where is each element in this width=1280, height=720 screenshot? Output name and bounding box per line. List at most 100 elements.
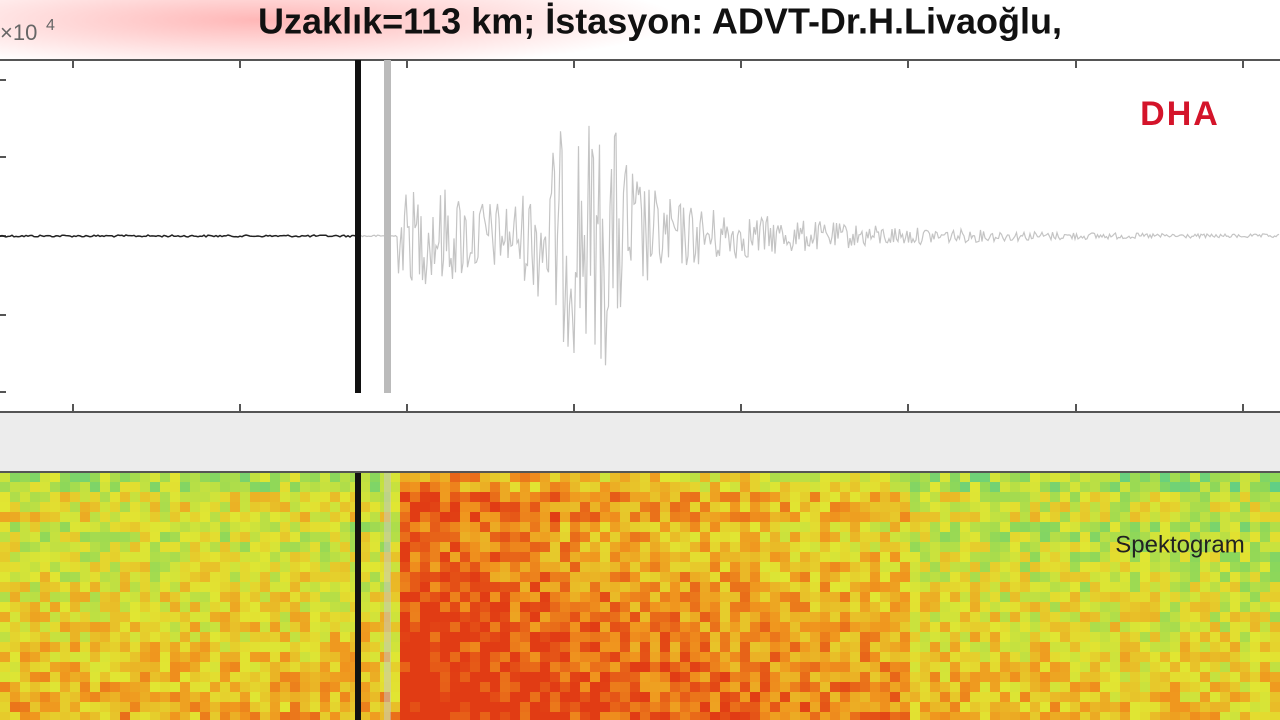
spectrogram-cell: [160, 492, 170, 502]
spectrogram-cell: [540, 542, 550, 552]
spectrogram-cell: [870, 692, 880, 702]
spectrogram-cell: [730, 642, 740, 652]
spectrogram-cell: [970, 562, 980, 572]
spectrogram-cell: [1240, 562, 1250, 572]
spectrogram-cell: [660, 682, 670, 692]
spectrogram-cell: [230, 552, 240, 562]
spectrogram-cell: [1160, 672, 1170, 682]
spectrogram-cell: [810, 642, 820, 652]
spectrogram-cell: [550, 582, 560, 592]
spectrogram-cell: [510, 712, 520, 720]
spectrogram-cell: [1020, 612, 1030, 622]
spectrogram-cell: [40, 512, 50, 522]
spectrogram-cell: [680, 702, 690, 712]
spectrogram-cell: [820, 522, 830, 532]
spectrogram-cell: [360, 582, 370, 592]
spectrogram-cell: [410, 512, 420, 522]
spectrogram-cell: [830, 562, 840, 572]
spectrogram-cell: [1100, 562, 1110, 572]
spectrogram-cell: [830, 662, 840, 672]
spectrogram-cell: [310, 612, 320, 622]
spectrogram-cell: [910, 652, 920, 662]
spectrogram-cell: [1230, 522, 1240, 532]
spectrogram-cell: [800, 662, 810, 672]
spectrogram-cell: [530, 562, 540, 572]
spectrogram-cell: [890, 552, 900, 562]
spectrogram-cell: [930, 712, 940, 720]
spectrogram-cell: [820, 702, 830, 712]
spectrogram-cell: [140, 512, 150, 522]
spectrogram-cell: [190, 712, 200, 720]
spectrogram-cell: [540, 592, 550, 602]
spectrogram-cell: [400, 702, 410, 712]
spectrogram-cell: [970, 702, 980, 712]
spectrogram-cell: [880, 672, 890, 682]
spectrogram-cell: [950, 532, 960, 542]
spectrogram-cell: [220, 652, 230, 662]
spectrogram-cell: [100, 492, 110, 502]
spectrogram-cell: [580, 472, 590, 482]
spectrogram-cell: [900, 682, 910, 692]
spectrogram-cell: [1020, 522, 1030, 532]
spectrogram-cell: [920, 642, 930, 652]
spectrogram-cell: [250, 552, 260, 562]
spectrogram-cell: [740, 592, 750, 602]
spectrogram-cell: [1220, 542, 1230, 552]
spectrogram-cell: [50, 612, 60, 622]
spectrogram-cell: [1260, 532, 1270, 542]
spectrogram-cell: [510, 632, 520, 642]
spectrogram-cell: [1000, 502, 1010, 512]
spectrogram-cell: [980, 652, 990, 662]
spectrogram-cell: [1180, 502, 1190, 512]
spectrogram-cell: [430, 642, 440, 652]
spectrogram-cell: [570, 512, 580, 522]
spectrogram-cell: [70, 492, 80, 502]
spectrogram-cell: [1080, 662, 1090, 672]
spectrogram-cell: [560, 672, 570, 682]
spectrogram-cell: [1240, 542, 1250, 552]
spectrogram-cell: [80, 482, 90, 492]
spectrogram-cell: [480, 582, 490, 592]
spectrogram-cell: [1140, 502, 1150, 512]
spectrogram-cell: [80, 702, 90, 712]
spectrogram-cell: [530, 622, 540, 632]
spectrogram-cell: [440, 602, 450, 612]
spectrogram-cell: [330, 612, 340, 622]
spectrogram-cell: [990, 622, 1000, 632]
spectrogram-cell: [310, 582, 320, 592]
spectrogram-cell: [80, 612, 90, 622]
spectrogram-cell: [780, 512, 790, 522]
spectrogram-cell: [10, 552, 20, 562]
spectrogram-cell: [170, 502, 180, 512]
spectrogram-cell: [550, 512, 560, 522]
spectrogram-cell: [180, 612, 190, 622]
spectrogram-cell: [50, 682, 60, 692]
spectrogram-cell: [630, 662, 640, 672]
spectrogram-cell: [340, 612, 350, 622]
spectrogram-cell: [100, 682, 110, 692]
spectrogram-cell: [1080, 642, 1090, 652]
spectrogram-cell: [1210, 522, 1220, 532]
spectrogram-cell: [120, 622, 130, 632]
spectrogram-cell: [120, 702, 130, 712]
spectrogram-cell: [960, 572, 970, 582]
spectrogram-cell: [130, 502, 140, 512]
spectrogram-cell: [640, 682, 650, 692]
spectrogram-cell: [480, 562, 490, 572]
spectrogram-cell: [1080, 612, 1090, 622]
spectrogram-cell: [280, 702, 290, 712]
spectrogram-cell: [660, 622, 670, 632]
spectrogram-cell: [970, 622, 980, 632]
spectrogram-cell: [670, 662, 680, 672]
spectrogram-cell: [250, 502, 260, 512]
spectrogram-cell: [990, 702, 1000, 712]
spectrogram-cell: [30, 572, 40, 582]
spectrogram-cell: [1150, 602, 1160, 612]
spectrogram-cell: [1110, 612, 1120, 622]
spectrogram-cell: [30, 672, 40, 682]
spectrogram-cell: [1010, 652, 1020, 662]
spectrogram-cell: [930, 622, 940, 632]
spectrogram-cell: [360, 482, 370, 492]
spectrogram-cell: [500, 562, 510, 572]
spectrogram-cell: [1130, 652, 1140, 662]
